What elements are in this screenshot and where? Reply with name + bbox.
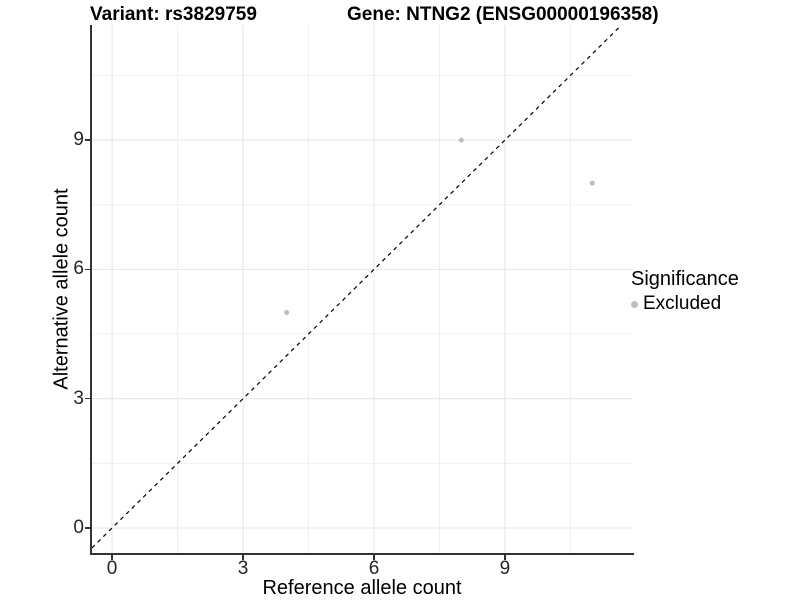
plot-panel [90,25,634,555]
x-tick-label: 0 [106,558,118,579]
data-point [589,180,595,186]
x-tick-label: 6 [368,558,380,579]
legend-item-label: Excluded [643,293,722,314]
plot-panel-svg [92,25,632,553]
x-tick-label: 3 [237,558,249,579]
y-tick-mark [85,139,90,141]
gene-title: Gene: NTNG2 (ENSG00000196358) [347,4,659,25]
x-tick-mark [242,555,244,560]
y-tick-label: 3 [73,387,84,409]
variant-title: Variant: rs3829759 [90,4,257,25]
identity-line [92,25,622,549]
x-tick-mark [373,555,375,560]
y-tick-mark [85,527,90,529]
y-tick-label: 9 [73,129,84,151]
y-tick-label: 6 [73,258,84,280]
data-point [458,137,464,143]
x-axis-title: Reference allele count [262,577,462,599]
x-tick-label: 9 [499,558,511,579]
y-tick-label: 0 [73,517,84,538]
legend-item: Excluded [631,293,739,315]
legend-key-dot-icon [631,300,638,308]
x-tick-mark [111,555,113,560]
x-tick-mark [504,555,506,560]
legend: Significance Excluded [631,268,739,315]
legend-items: Excluded [631,293,739,315]
legend-title: Significance [631,268,739,290]
y-axis-title: Alternative allele count [50,188,73,390]
data-point [284,309,290,315]
y-tick-mark [85,268,90,271]
y-tick-mark [85,397,90,400]
